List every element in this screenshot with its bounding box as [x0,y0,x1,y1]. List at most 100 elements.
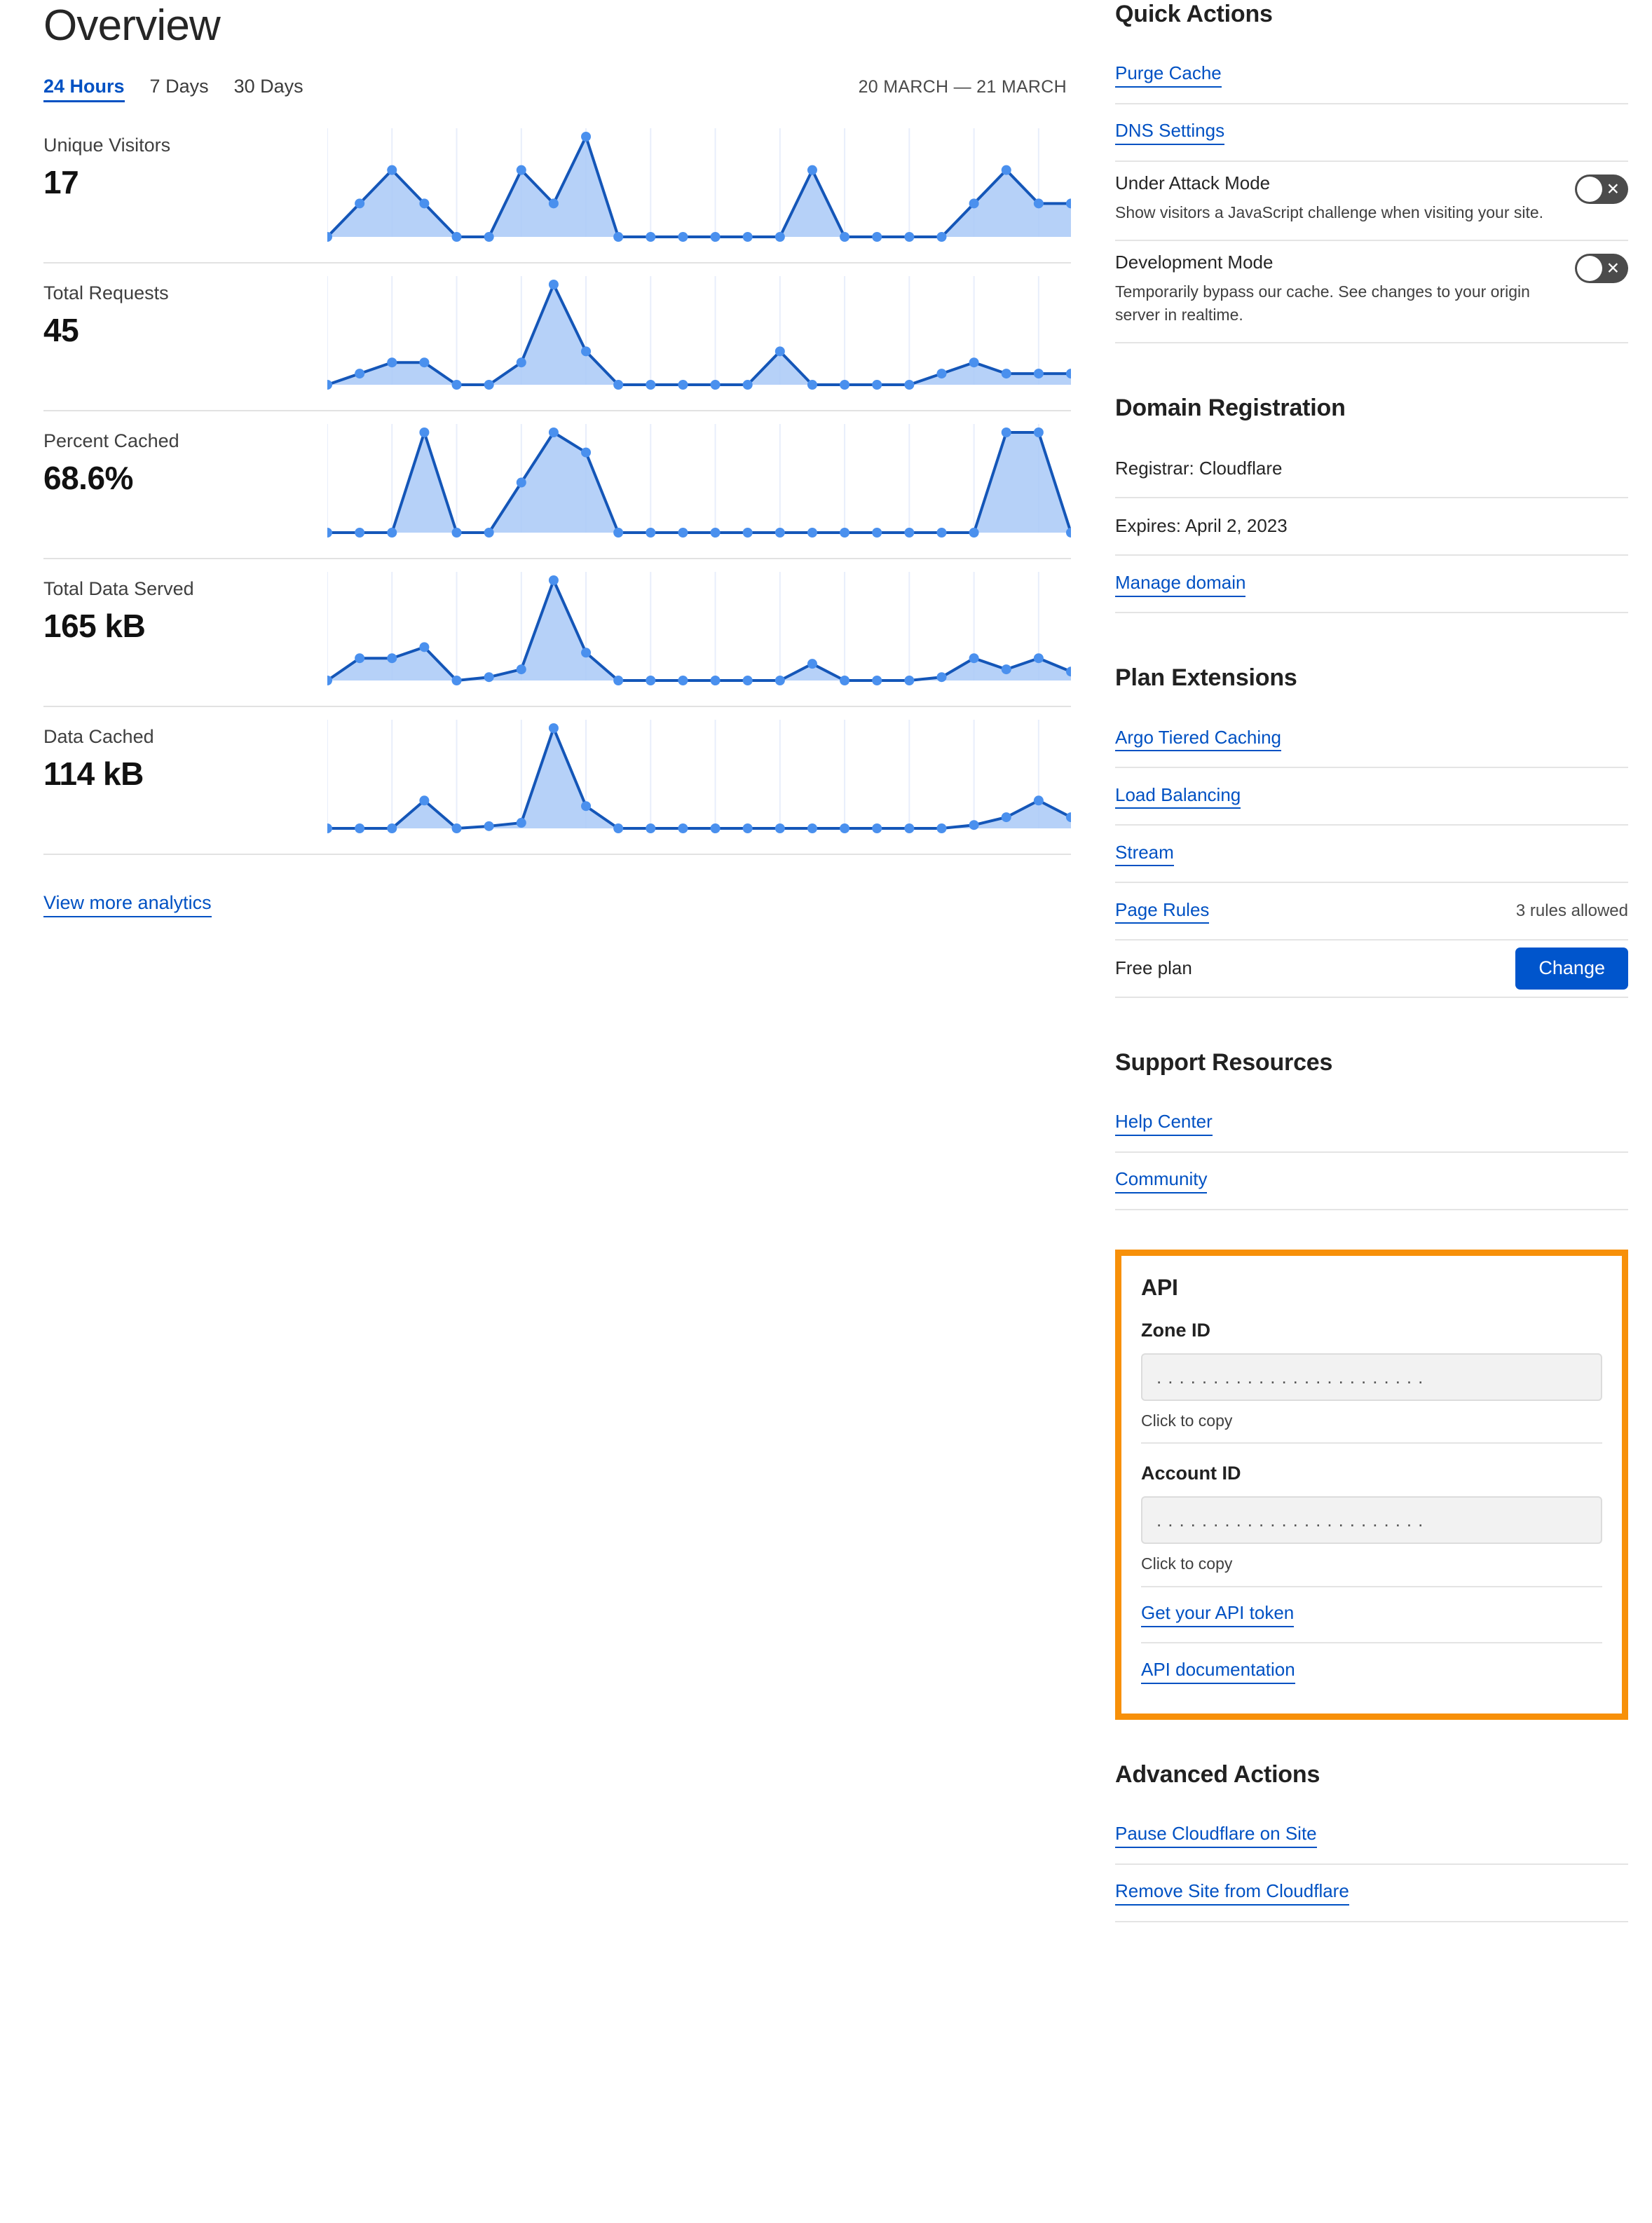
view-more-analytics-link[interactable]: View more analytics [43,891,212,917]
row-manage-domain[interactable]: Manage domain [1115,556,1628,614]
time-range-bar: 24 Hours 7 Days 30 Days 20 MARCH — 21 MA… [43,75,1071,103]
plan-extensions-title: Plan Extensions [1115,664,1297,692]
row-pause-cloudflare[interactable]: Pause Cloudflare on Site [1115,1807,1628,1865]
dns-settings-link[interactable]: DNS Settings [1115,119,1225,146]
row-argo-tiered-caching[interactable]: Argo Tiered Caching [1115,711,1628,769]
load-balancing-link[interactable]: Load Balancing [1115,784,1241,809]
close-icon: ✕ [1606,179,1620,198]
row-registrar: Registrar: Cloudflare [1115,441,1628,499]
metric-label: Total Data Served [43,578,194,600]
tab-30-days[interactable]: 30 Days [233,76,303,97]
tab-7-days[interactable]: 7 Days [149,76,209,97]
api-token-link[interactable]: Get your API token [1141,1601,1295,1628]
account-id-hint: Click to copy [1141,1554,1233,1573]
advanced-actions-body: Pause Cloudflare on Site Remove Site fro… [1115,1807,1628,1922]
metric-text: Unique Visitors 17 [43,116,327,200]
sparkline-percent-cached [327,411,1071,559]
row-stream[interactable]: Stream [1115,826,1628,884]
under-attack-mode-toggle[interactable]: ✕ [1575,174,1628,204]
row-load-balancing[interactable]: Load Balancing [1115,768,1628,826]
view-more-analytics-wrap: View more analytics [43,891,1071,917]
metric-text: Total Requests 45 [43,264,327,348]
toggle-knob [1577,176,1602,202]
spacer [1115,998,1628,1048]
stream-link[interactable]: Stream [1115,841,1174,867]
argo-tiered-caching-link[interactable]: Argo Tiered Caching [1115,726,1282,752]
metric-label: Unique Visitors [43,135,171,156]
metric-label: Total Requests [43,282,169,304]
row-development-mode: Development Mode Temporarily bypass our … [1115,241,1628,344]
zone-id-label: Zone ID [1141,1320,1210,1341]
metric-text: Data Cached 114 kB [43,707,327,791]
pause-cloudflare-link[interactable]: Pause Cloudflare on Site [1115,1822,1317,1848]
development-mode-text: Development Mode Temporarily bypass our … [1115,251,1565,327]
panel-quick-actions: Quick Actions Purge Cache DNS Settings U… [1115,0,1628,344]
manage-domain-link[interactable]: Manage domain [1115,571,1246,597]
metric-text: Total Data Served 165 kB [43,559,327,643]
sparkline-total-requests [327,264,1071,411]
plan-name: Free plan [1115,957,1192,979]
metric-value: 114 kB [43,755,144,792]
metric-row-data-cached: Data Cached 114 kB [43,707,1071,856]
api-title: API [1141,1274,1178,1300]
page-rules-link[interactable]: Page Rules [1115,898,1210,924]
quick-actions-title: Quick Actions [1115,1,1273,27]
account-id-field[interactable]: ........................ [1141,1496,1602,1544]
row-purge-cache[interactable]: Purge Cache [1115,47,1628,104]
domain-registration-body: Registrar: Cloudflare Expires: April 2, … [1115,441,1628,614]
purge-cache-link[interactable]: Purge Cache [1115,62,1222,88]
under-attack-label: Under Attack Mode [1115,172,1271,193]
divider [1141,1442,1602,1444]
metric-text: Percent Cached 68.6% [43,411,327,495]
remove-site-link[interactable]: Remove Site from Cloudflare [1115,1880,1349,1906]
metric-value: 17 [43,163,79,200]
registrar-value: Registrar: Cloudflare [1115,458,1283,479]
metric-row-total-data-served: Total Data Served 165 kB [43,559,1071,708]
date-range-label: 20 MARCH — 21 MARCH [858,77,1067,97]
sidebar-column: Quick Actions Purge Cache DNS Settings U… [1115,0,1652,1922]
metric-row-percent-cached: Percent Cached 68.6% [43,411,1071,560]
metric-row-total-requests: Total Requests 45 [43,264,1071,412]
help-center-link[interactable]: Help Center [1115,1110,1213,1137]
sparkline-unique-visitors [327,116,1071,264]
metric-row-unique-visitors: Unique Visitors 17 [43,116,1071,264]
domain-registration-title: Domain Registration [1115,395,1346,422]
panel-plan-extensions: Plan Extensions Argo Tiered Caching Load… [1115,664,1628,999]
panel-support-resources: Support Resources Help Center Community [1115,1048,1628,1210]
panel-api: API Zone ID ........................ Cli… [1115,1249,1628,1720]
zone-id-hint: Click to copy [1141,1411,1233,1430]
row-expires: Expires: April 2, 2023 [1115,498,1628,556]
development-mode-toggle[interactable]: ✕ [1575,253,1628,283]
account-id-value: ........................ [1156,1509,1430,1531]
tab-24-hours[interactable]: 24 Hours [43,75,125,103]
support-resources-body: Help Center Community [1115,1095,1628,1210]
divider [1141,1585,1602,1587]
row-api-documentation[interactable]: API documentation [1141,1643,1602,1699]
development-mode-description: Temporarily bypass our cache. See change… [1115,282,1530,324]
row-api-token[interactable]: Get your API token [1141,1587,1602,1643]
row-remove-site[interactable]: Remove Site from Cloudflare [1115,1865,1628,1922]
under-attack-description: Show visitors a JavaScript challenge whe… [1115,203,1544,221]
analytics-column: Overview 24 Hours 7 Days 30 Days 20 MARC… [43,0,1071,917]
community-link[interactable]: Community [1115,1168,1208,1194]
spacer [1115,1720,1628,1760]
zone-id-value: ........................ [1156,1366,1430,1388]
api-documentation-link[interactable]: API documentation [1141,1658,1295,1685]
metric-list: Unique Visitors 17 Total Requests 45 Per… [43,116,1071,856]
spacer [1115,343,1628,394]
row-dns-settings[interactable]: DNS Settings [1115,104,1628,162]
row-plan: Free plan Change [1115,940,1628,999]
sparkline-data-cached [327,707,1071,855]
panel-advanced-actions: Advanced Actions Pause Cloudflare on Sit… [1115,1760,1628,1922]
row-page-rules[interactable]: Page Rules 3 rules allowed [1115,883,1628,941]
change-plan-button[interactable]: Change [1515,948,1628,990]
row-community[interactable]: Community [1115,1153,1628,1210]
metric-value: 68.6% [43,459,133,496]
row-under-attack-mode: Under Attack Mode Show visitors a JavaSc… [1115,162,1628,241]
plan-extensions-body: Argo Tiered Caching Load Balancing Strea… [1115,711,1628,999]
zone-id-field[interactable]: ........................ [1141,1353,1602,1401]
metric-label: Data Cached [43,726,154,748]
page-title: Overview [43,1,221,50]
metric-value: 165 kB [43,607,146,644]
row-help-center[interactable]: Help Center [1115,1095,1628,1153]
